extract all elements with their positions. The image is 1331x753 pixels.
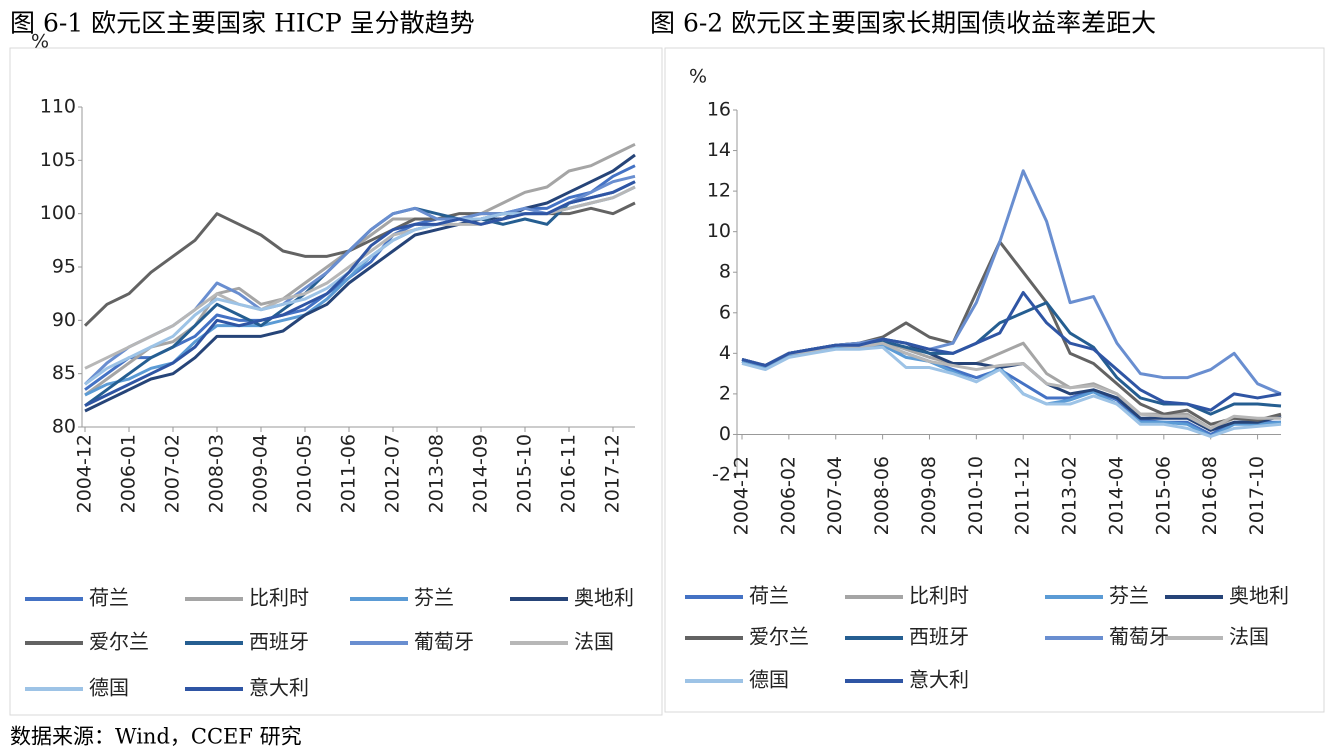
x-tick-label: 2015-06 xyxy=(1152,456,1174,535)
data-line xyxy=(84,180,636,407)
legend-label: 德国 xyxy=(89,676,129,700)
legend-label: 荷兰 xyxy=(89,586,129,610)
x-tick-label: 2007-04 xyxy=(824,456,846,535)
data-line xyxy=(741,301,1282,416)
y-tick-label: 90 xyxy=(52,309,76,331)
y-tick-label: 14 xyxy=(707,139,731,161)
x-tick-label: 2017-12 xyxy=(602,434,624,513)
y-tick-label: 0 xyxy=(719,423,731,445)
data-line xyxy=(741,291,1282,412)
x-tick-label: 2008-03 xyxy=(206,434,228,513)
y-tick-label: 2 xyxy=(719,382,731,404)
data-line xyxy=(741,341,1281,430)
y-tick-label: 80 xyxy=(52,416,76,438)
legend-label: 奥地利 xyxy=(1229,584,1289,608)
x-tick-label: 2014-09 xyxy=(470,434,492,513)
legend-label: 西班牙 xyxy=(249,630,309,654)
y-tick-label: 95 xyxy=(52,256,76,278)
legend-label: 意大利 xyxy=(249,676,309,700)
y-tick-label: 12 xyxy=(707,180,731,202)
chart-frame xyxy=(664,47,1325,713)
x-tick-label: 2016-08 xyxy=(1199,456,1221,535)
data-line xyxy=(741,345,1282,438)
y-tick-label: 8 xyxy=(719,261,731,283)
data-line xyxy=(741,240,1282,426)
data-line xyxy=(741,339,1282,430)
legend-label: 法国 xyxy=(574,630,614,654)
y-tick-label: 4 xyxy=(719,342,731,364)
y-axis-unit: % xyxy=(31,31,49,53)
y-tick-label: 110 xyxy=(40,96,76,118)
y-tick-label: 85 xyxy=(52,362,76,384)
legend-label: 比利时 xyxy=(909,584,969,608)
x-tick-label: 2013-08 xyxy=(426,434,448,513)
legend-label: 芬兰 xyxy=(1109,584,1149,608)
legend-label: 德国 xyxy=(749,668,789,692)
x-tick-label: 2007-02 xyxy=(162,434,184,513)
y-tick-label: 10 xyxy=(707,220,731,242)
x-tick-label: 2010-05 xyxy=(294,434,316,513)
x-tick-label: 2014-04 xyxy=(1105,456,1127,535)
x-tick-label: 2010-10 xyxy=(965,456,987,535)
data-line xyxy=(83,174,636,386)
y-tick-label: 16 xyxy=(707,99,731,121)
legend-label: 芬兰 xyxy=(414,586,454,610)
legend-label: 意大利 xyxy=(909,668,969,692)
x-tick-label: 2012-07 xyxy=(382,434,404,513)
chart-title: 图 6-2 欧元区主要国家长期国债收益率差距大 xyxy=(650,9,1156,38)
legend-label: 荷兰 xyxy=(749,584,789,608)
legend-label: 西班牙 xyxy=(909,625,969,649)
y-axis-unit: % xyxy=(689,66,707,88)
x-tick-label: 2017-10 xyxy=(1246,456,1268,535)
x-tick-label: 2015-10 xyxy=(514,434,536,513)
legend-label: 法国 xyxy=(1229,625,1269,649)
legend-label: 葡萄牙 xyxy=(414,630,474,654)
legend-label: 比利时 xyxy=(249,586,309,610)
x-tick-label: 2004-12 xyxy=(74,434,96,513)
x-tick-label: 2011-06 xyxy=(338,434,360,513)
y-tick-label: 105 xyxy=(40,149,76,171)
chart-frame xyxy=(9,47,663,716)
x-tick-label: 2009-04 xyxy=(250,434,272,513)
legend-label: 奥地利 xyxy=(574,586,634,610)
data-line xyxy=(84,153,636,413)
x-tick-label: 2013-02 xyxy=(1059,456,1081,535)
data-line xyxy=(84,180,636,408)
data-line xyxy=(84,142,636,397)
source-note: 数据来源：Wind，CCEF 研究 xyxy=(10,725,302,749)
y-tick-label: -2 xyxy=(712,464,731,486)
x-tick-label: 2009-08 xyxy=(918,456,940,535)
chart-title: 图 6-1 欧元区主要国家 HICP 呈分散趋势 xyxy=(10,9,475,38)
x-tick-label: 2011-12 xyxy=(1012,456,1034,535)
legend-label: 爱尔兰 xyxy=(749,625,809,649)
y-tick-label: 6 xyxy=(719,301,731,323)
legend-label: 葡萄牙 xyxy=(1109,625,1169,649)
data-line xyxy=(741,169,1282,396)
y-tick-label: 100 xyxy=(40,202,76,224)
x-tick-label: 2016-11 xyxy=(558,434,580,513)
x-tick-label: 2004-12 xyxy=(731,456,753,535)
x-tick-label: 2006-02 xyxy=(777,456,799,535)
legend-label: 爱尔兰 xyxy=(89,630,149,654)
x-tick-label: 2008-06 xyxy=(871,456,893,535)
x-tick-label: 2006-01 xyxy=(118,434,140,513)
